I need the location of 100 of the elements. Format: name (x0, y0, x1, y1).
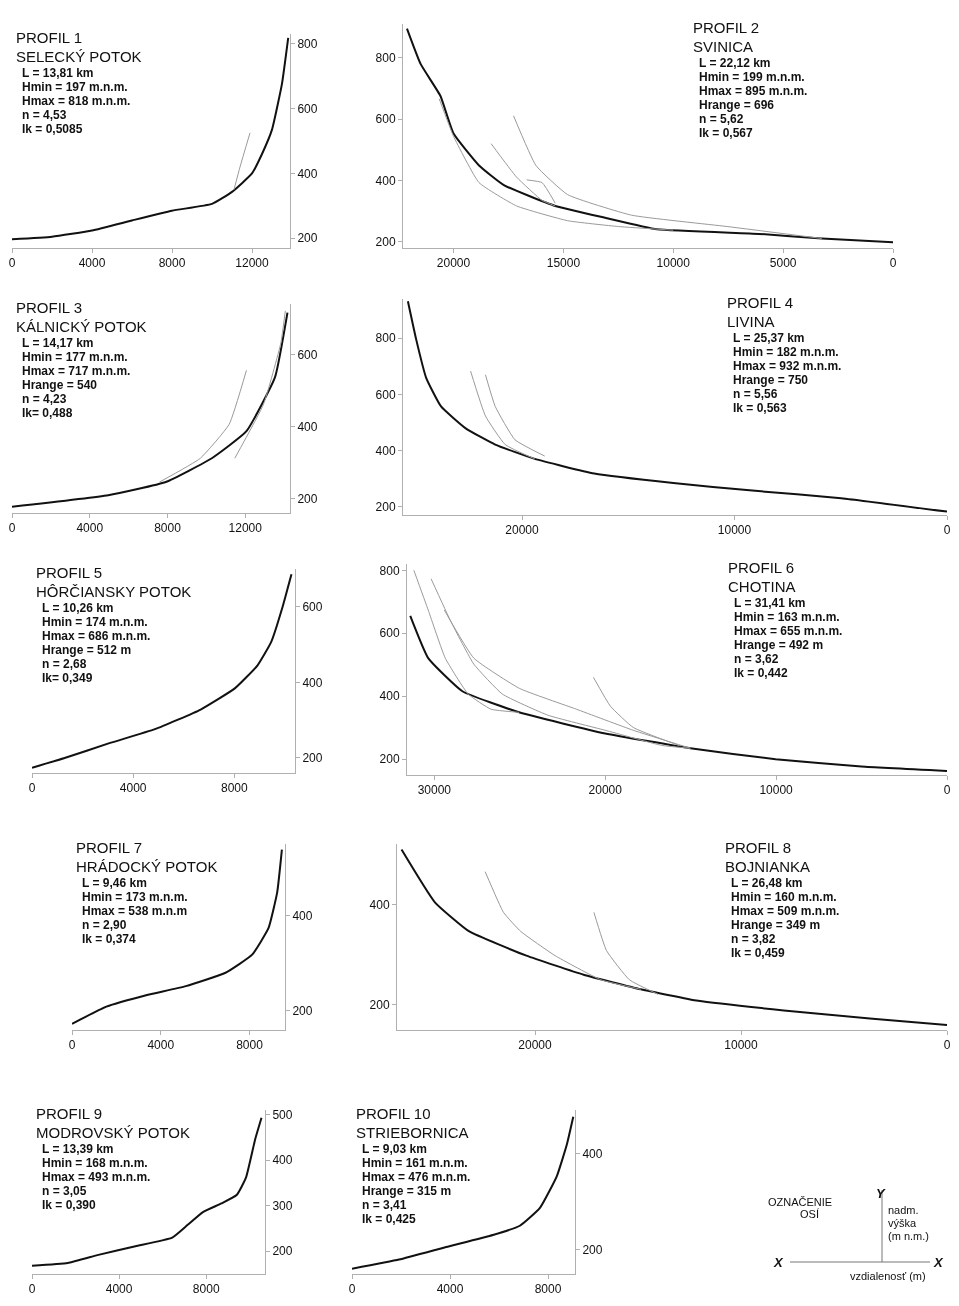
annotation: Hmin = 197 m.n.m. (22, 80, 129, 94)
x-tick-label: 20000 (588, 783, 623, 798)
annotation: Hmin = 177 m.n.m. (22, 350, 129, 364)
x-tick-label: 4000 (76, 521, 104, 536)
x-tick-label: 12000 (228, 521, 263, 536)
x-tick-label: 0 (348, 1282, 356, 1297)
x-tick-label: 15000 (546, 256, 581, 271)
x-tick-label: 8000 (236, 1038, 264, 1053)
annotation: L = 22,12 km (699, 56, 772, 70)
text: OSÍ (800, 1208, 819, 1220)
annotation: Ik = 0,425 (362, 1212, 417, 1226)
text: MODROVSKÝ POTOK (36, 1123, 190, 1142)
annotation: Ik = 0,459 (731, 946, 786, 960)
y-tick-label: 200 (369, 998, 390, 1013)
annotation: L = 26,48 km (731, 876, 804, 890)
text: HÔRČIANSKY POTOK (36, 582, 192, 601)
x-tick-label: 8000 (154, 521, 182, 536)
x-tick-label: 0 (943, 1038, 951, 1053)
x-tick-label: 8000 (192, 1282, 220, 1297)
chart-title: PROFIL 4 (727, 293, 795, 312)
annotation: Ik = 0,374 (82, 932, 137, 946)
annotation: L = 25,37 km (733, 331, 806, 345)
y-tick-label: 600 (379, 626, 400, 641)
y-tick-label: 200 (375, 235, 396, 250)
x-tick-label: 4000 (105, 1282, 133, 1297)
annotation: L = 31,41 km (734, 596, 807, 610)
text: KÁLNICKÝ POTOK (16, 317, 147, 336)
y-tick-label: 800 (375, 331, 396, 346)
y-tick-label: 200 (292, 1004, 313, 1019)
text: výška (888, 1217, 917, 1229)
text: OZNAČENIE (768, 1196, 833, 1208)
annotation: Hmax = 509 m.n.m. (731, 904, 840, 918)
annotation: L = 13,39 km (42, 1142, 115, 1156)
x-tick-label: 8000 (534, 1282, 562, 1297)
x-tick-label: 0 (889, 256, 897, 271)
x-tick-label: 0 (68, 1038, 76, 1053)
chart-title: PROFIL 5 (36, 563, 104, 582)
annotation: n = 3,41 (362, 1198, 408, 1212)
annotation: Hmin = 182 m.n.m. (733, 345, 840, 359)
annotation: n = 3,62 (734, 652, 780, 666)
y-tick-label: 400 (302, 675, 323, 690)
x-tick-label: 8000 (158, 256, 186, 271)
annotation: Ik= 0,349 (42, 671, 94, 685)
x-tick-label: 10000 (759, 783, 794, 798)
annotation: Hmax = 717 m.n.m. (22, 364, 132, 378)
x-tick-label: 10000 (656, 256, 691, 271)
annotation: Ik = 0,5085 (22, 122, 84, 136)
y-tick-label: 400 (379, 689, 400, 704)
y-tick-label: 200 (379, 752, 400, 767)
y-tick-label: 800 (379, 563, 400, 578)
annotation: L = 14,17 km (22, 336, 95, 350)
text: SELECKÝ POTOK (16, 47, 142, 66)
annotation: Hmax = 932 m.n.m. (733, 359, 842, 373)
x-tick-label: 8000 (220, 781, 248, 796)
chart-title: PROFIL 7 (76, 838, 144, 857)
y-tick-label: 600 (375, 387, 396, 402)
annotation: n = 5,62 (699, 112, 745, 126)
y-tick-label: 200 (272, 1244, 293, 1259)
annotation: Hmin = 173 m.n.m. (82, 890, 189, 904)
x-tick-label: 5000 (769, 256, 797, 271)
text: LIVINA (727, 312, 776, 331)
y-tick-label: 800 (297, 36, 318, 51)
y-tick-label: 600 (302, 599, 323, 614)
text: BOJNIANKA (725, 857, 812, 876)
text: X (774, 1255, 783, 1270)
annotation: Hrange = 315 m (362, 1184, 453, 1198)
annotation: L = 9,03 km (362, 1142, 428, 1156)
annotation: Ik = 0,567 (699, 126, 754, 140)
text: nadm. (888, 1204, 919, 1216)
annotation: n = 4,23 (22, 392, 68, 406)
text: STRIEBORNICA (356, 1123, 470, 1142)
x-tick-label: 0 (28, 1282, 36, 1297)
annotation: Hmax = 818 m.n.m. (22, 94, 132, 108)
x-tick-label: 20000 (505, 523, 540, 538)
y-tick-label: 400 (369, 897, 390, 912)
annotation: Hmin = 161 m.n.m. (362, 1156, 469, 1170)
y-tick-label: 200 (297, 231, 318, 246)
chart-title: PROFIL 8 (725, 838, 793, 857)
y-tick-label: 400 (375, 173, 396, 188)
annotation: Ik= 0,488 (22, 406, 74, 420)
y-tick-label: 200 (297, 491, 318, 506)
y-tick-label: 500 (272, 1107, 293, 1122)
annotation: Hmax = 655 m.n.m. (734, 624, 843, 638)
text: SVINICA (693, 37, 754, 56)
annotation: Hmax = 538 m.n.m (82, 904, 189, 918)
chart-title: PROFIL 1 (16, 28, 84, 47)
x-tick-label: 12000 (235, 256, 270, 271)
text: CHOTINA (728, 577, 797, 596)
chart-title: PROFIL 9 (36, 1104, 104, 1123)
y-tick-label: 200 (582, 1243, 603, 1258)
annotation: Hmin = 163 m.n.m. (734, 610, 841, 624)
chart-title: PROFIL 3 (16, 298, 84, 317)
text: X (934, 1255, 943, 1270)
x-tick-label: 0 (943, 523, 951, 538)
annotation: Hmin = 174 m.n.m. (42, 615, 149, 629)
y-tick-label: 200 (302, 751, 323, 766)
text: vzdialenosť (m) (850, 1270, 926, 1282)
annotation: n = 2,68 (42, 657, 88, 671)
text: (m n.m.) (888, 1230, 929, 1242)
annotation: Hmax = 476 m.n.m. (362, 1170, 471, 1184)
